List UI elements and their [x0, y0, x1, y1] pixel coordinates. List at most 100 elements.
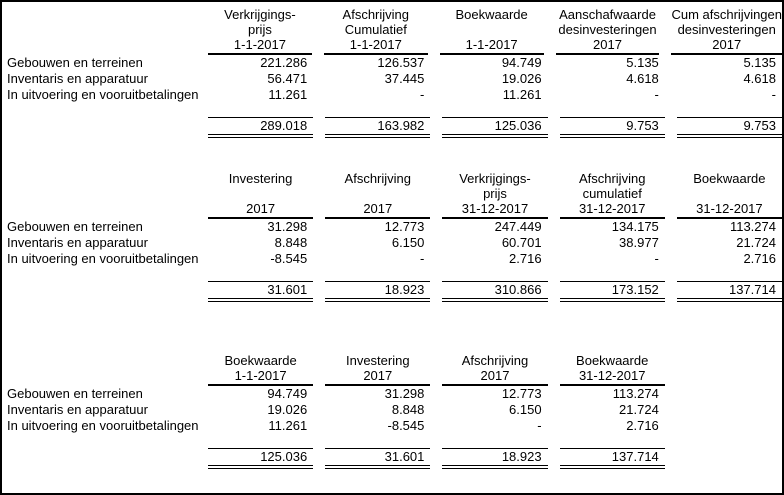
- cell-value: 126.537: [377, 55, 425, 70]
- row-label: Inventaris en apparatuur: [7, 71, 148, 86]
- blank-row: [2, 267, 782, 281]
- header-line: Aanschafwaarde: [559, 7, 656, 22]
- column-header: Afschrijving Cumulatief 1-1-2017: [323, 7, 428, 55]
- header-line: [325, 186, 430, 201]
- cell-value: 56.471: [267, 71, 308, 86]
- total-value: 163.982: [325, 117, 431, 138]
- cell-value: 19.026: [267, 402, 308, 417]
- header-line: 1-1-2017: [233, 37, 286, 52]
- column-header: Aanschafwaarde desinvesteringen 2017: [555, 7, 660, 55]
- cell-value: 113.274: [612, 386, 659, 401]
- header-line: Afschrijving: [578, 171, 646, 186]
- total-value: 173.152: [559, 281, 665, 302]
- column-header: Investering 2017: [208, 171, 314, 219]
- cell-value: 8.848: [274, 235, 308, 250]
- header-line: Boekwaarde: [224, 353, 297, 368]
- header-line: desinvesteringen: [677, 22, 776, 37]
- table-row: Inventaris en apparatuur 8.848 6.150 60.…: [2, 235, 782, 251]
- cell-value: 11.261: [268, 418, 308, 433]
- header-line: Cum afschrijvingen: [671, 7, 782, 22]
- table-row: Inventaris en apparatuur 56.471 37.445 1…: [2, 71, 782, 87]
- cell-value: 4.618: [626, 71, 659, 86]
- cell-value: 21.724: [619, 402, 659, 417]
- table-row: In uitvoering en vooruitbetalingen 11.26…: [2, 87, 782, 103]
- header-line: 2017: [593, 37, 622, 52]
- cell-value: 37.445: [384, 71, 425, 86]
- cell-value: -: [654, 251, 659, 266]
- cell-value: 21.724: [736, 235, 776, 250]
- cell-value: 5.135: [743, 55, 776, 70]
- cell-value: 19.026: [501, 71, 542, 86]
- totals-row: 289.018 163.982 125.036 9.753 9.753: [2, 117, 782, 138]
- column-header: Verkrijgings- prijs 1-1-2017: [208, 7, 312, 55]
- header-line: Cumulatief: [344, 22, 407, 37]
- header-line: 31-12-2017: [461, 201, 529, 216]
- header-line: 31-12-2017: [578, 201, 646, 216]
- table-row: In uitvoering en vooruitbetalingen -8.54…: [2, 251, 782, 267]
- cell-value: 38.977: [619, 235, 659, 250]
- cell-value: -: [537, 418, 542, 433]
- column-header: Investering 2017: [325, 353, 431, 386]
- total-value: 31.601: [208, 281, 314, 302]
- cell-value: 11.261: [502, 87, 542, 102]
- header-line: Investering: [228, 171, 293, 186]
- header-line: 1-1-2017: [234, 368, 287, 383]
- row-label: Gebouwen en terreinen: [7, 55, 143, 70]
- totals-row: 31.601 18.923 310.866 173.152 137.714: [2, 281, 782, 302]
- column-header: Boekwaarde 31-12-2017: [676, 171, 782, 219]
- table-row: Gebouwen en terreinen 94.749 31.298 12.7…: [2, 386, 782, 402]
- header-line: 1-1-2017: [465, 37, 518, 52]
- header-line: 31-12-2017: [578, 368, 646, 383]
- cell-value: 8.848: [391, 402, 425, 417]
- cell-value: -8.545: [270, 251, 308, 266]
- cell-value: 6.150: [509, 402, 542, 417]
- section-spacer: [2, 138, 782, 171]
- cell-value: 12.773: [384, 219, 425, 234]
- header-line: Boekwaarde: [693, 171, 766, 186]
- header-line: 2017: [712, 37, 742, 52]
- cell-value: 12.773: [501, 386, 542, 401]
- column-header: Boekwaarde 1-1-2017: [439, 7, 544, 55]
- row-label: Inventaris en apparatuur: [7, 235, 148, 250]
- cell-value: -: [420, 87, 425, 102]
- empty-cell: [2, 448, 196, 469]
- cell-value: 94.749: [501, 55, 542, 70]
- total-value: 125.036: [208, 448, 314, 469]
- total-value: 9.753: [559, 117, 665, 138]
- cell-value: 11.261: [268, 87, 308, 102]
- column-header: Afschrijving 2017: [442, 353, 548, 386]
- cell-value: 2.716: [509, 251, 542, 266]
- row-label: Inventaris en apparatuur: [7, 402, 148, 417]
- total-value: 137.714: [676, 281, 782, 302]
- table-row: Gebouwen en terreinen 221.286 126.537 94…: [2, 55, 782, 71]
- empty-corner-cell: [2, 7, 196, 55]
- cell-value: 134.175: [611, 219, 659, 234]
- table-row: In uitvoering en vooruitbetalingen 11.26…: [2, 418, 782, 434]
- total-value: 310.866: [442, 281, 548, 302]
- header-row: Verkrijgings- prijs 1-1-2017 Afschrijvin…: [2, 7, 782, 55]
- table-row: Inventaris en apparatuur 19.026 8.848 6.…: [2, 402, 782, 418]
- empty-corner-cell: [2, 353, 196, 386]
- cell-value: 247.449: [494, 219, 542, 234]
- header-line: cumulatief: [582, 186, 642, 201]
- cell-value: -: [771, 87, 776, 102]
- header-line: Boekwaarde: [455, 7, 528, 22]
- cell-value: 5.135: [626, 55, 659, 70]
- column-header: Afschrijving 2017: [325, 171, 431, 219]
- header-line: Verkrijgings-: [459, 171, 531, 186]
- totals-row: 125.036 31.601 18.923 137.714: [2, 448, 782, 469]
- table-assets-movements-2017: Investering 2017 Afschrijving 2017 Verkr…: [2, 171, 782, 302]
- header-line: Afschrijving: [461, 353, 529, 368]
- header-line: 2017: [246, 201, 276, 216]
- column-header: Verkrijgings- prijs 31-12-2017: [442, 171, 548, 219]
- header-line: [677, 186, 782, 201]
- total-value: 125.036: [442, 117, 548, 138]
- header-line: [440, 22, 544, 37]
- total-value: 18.923: [325, 281, 431, 302]
- header-line: Verkrijgings-: [224, 7, 296, 22]
- cell-value: 221.286: [260, 55, 308, 70]
- empty-corner-cell: [2, 171, 196, 219]
- cell-value: 2.716: [626, 418, 659, 433]
- header-line: 2017: [480, 368, 510, 383]
